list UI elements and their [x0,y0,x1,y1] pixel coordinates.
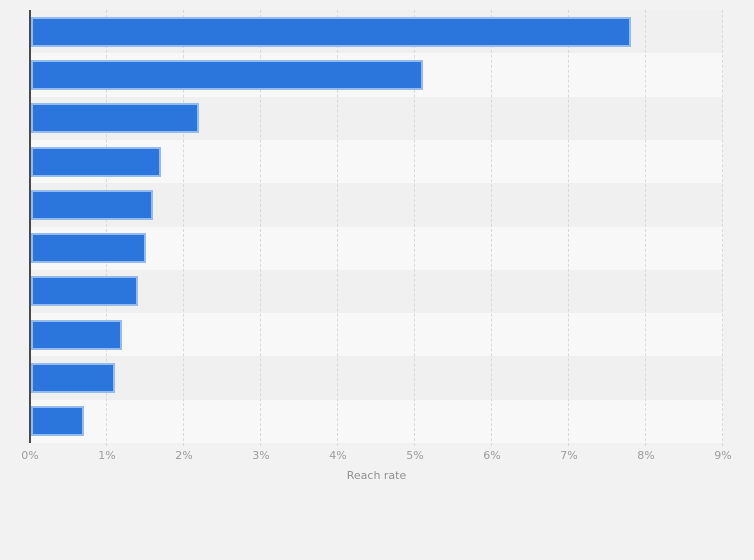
x-tick-label: 4% [329,449,347,462]
x-tick-label: 6% [483,449,501,462]
x-gridline [491,10,492,446]
row-stripe [30,399,723,443]
x-gridline [337,10,338,446]
x-gridline [645,10,646,446]
x-tick-label: 0% [21,449,39,462]
bar[interactable] [31,363,115,394]
bar[interactable] [31,59,423,90]
x-gridline [568,10,569,446]
bar[interactable] [31,189,154,220]
x-tick-label: 9% [714,449,732,462]
x-axis-title: Reach rate [346,469,407,482]
y-axis-line [29,10,31,443]
row-stripe [30,313,723,357]
bar[interactable] [31,16,631,47]
bar[interactable] [31,146,161,177]
row-stripe [30,226,723,270]
x-gridline [106,10,107,446]
x-tick-label: 1% [98,449,116,462]
x-tick-label: 3% [252,449,270,462]
x-gridline [414,10,415,446]
x-tick-label: 8% [637,449,655,462]
x-tick-label: 7% [560,449,578,462]
row-stripe [30,356,723,400]
x-tick-label: 5% [406,449,424,462]
x-gridline [260,10,261,446]
x-gridline [183,10,184,446]
bar[interactable] [31,276,138,307]
bar[interactable] [31,233,146,264]
bar[interactable] [31,406,84,437]
bar[interactable] [31,319,123,350]
x-tick-label: 2% [175,449,193,462]
bar[interactable] [31,103,200,134]
row-stripe [30,269,723,314]
x-gridline [722,10,723,446]
plot-area [29,10,723,446]
